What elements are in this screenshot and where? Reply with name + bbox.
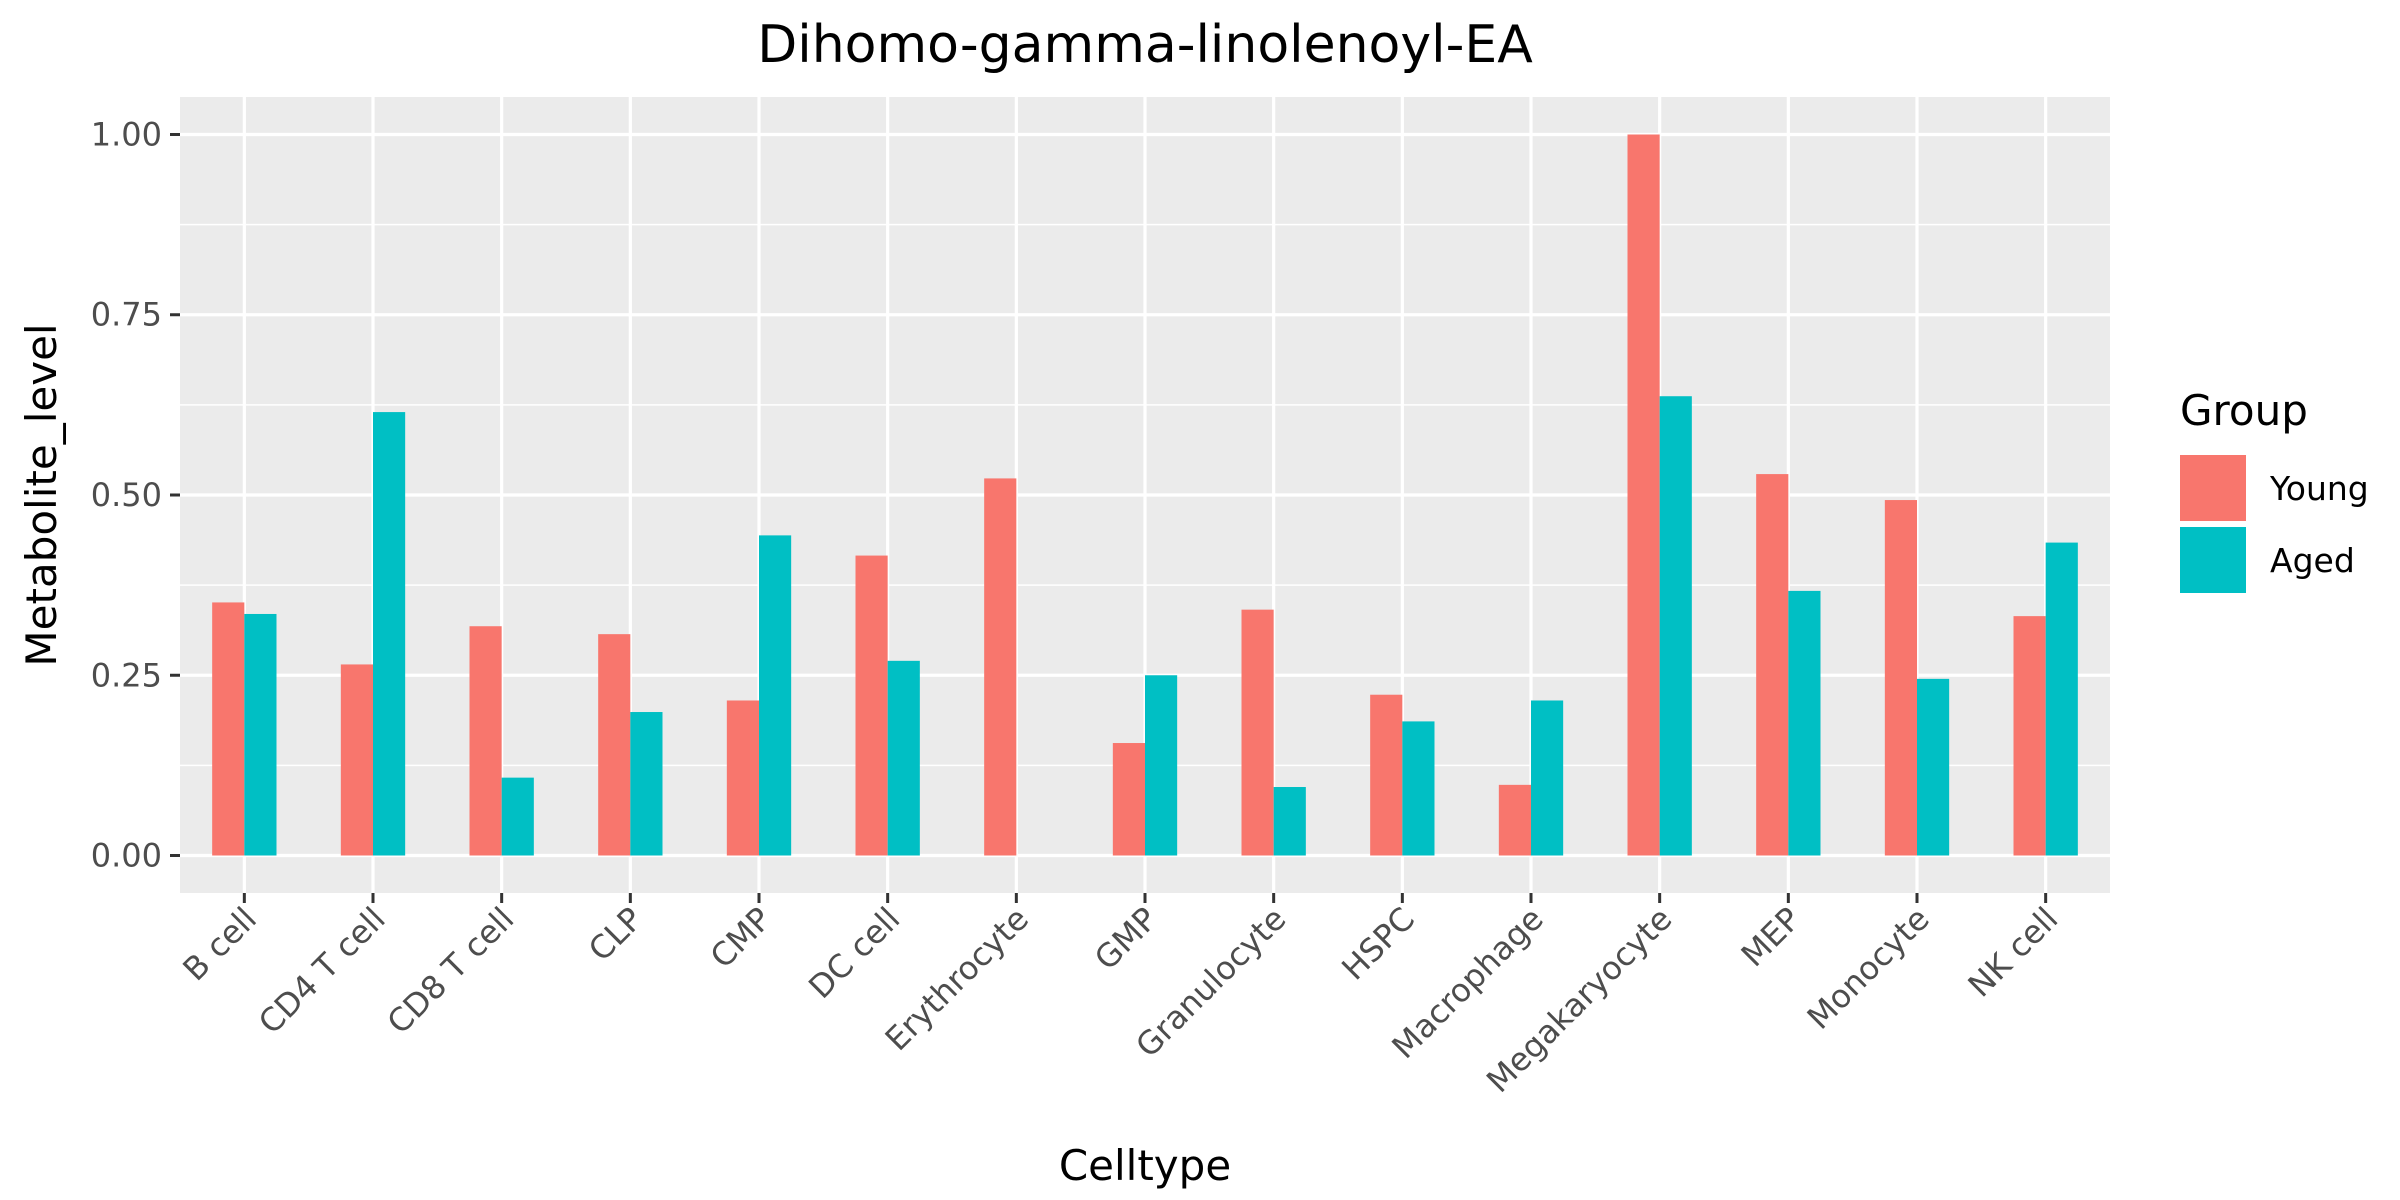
legend-label-young: Young — [2269, 469, 2369, 508]
bar-aged-clp — [630, 712, 663, 856]
bar-young-megakaryocyte — [1627, 134, 1660, 856]
bar-aged-gmp — [1145, 675, 1178, 856]
legend-label-aged: Aged — [2270, 541, 2355, 580]
bar-aged-monocyte — [1917, 678, 1950, 856]
bar-aged-b-cell — [244, 613, 277, 856]
bar-young-mep — [1756, 474, 1789, 856]
bar-young-cd4-t-cell — [340, 664, 373, 856]
y-tick-label: 0.25 — [91, 656, 162, 694]
legend: Group Young Aged — [2180, 386, 2369, 593]
bar-aged-megakaryocyte — [1659, 396, 1692, 856]
bar-young-erythrocyte — [984, 478, 1017, 856]
x-tick-label: MEP — [1734, 900, 1808, 974]
legend-key-aged — [2180, 527, 2246, 593]
bar-young-monocyte — [1884, 500, 1917, 856]
bar-aged-mep — [1788, 590, 1821, 856]
bar-aged-cd4-t-cell — [373, 412, 406, 856]
y-tick-label: 0.00 — [91, 837, 162, 875]
x-tick-label: CD4 T cell — [251, 900, 393, 1042]
x-tick-label: CD8 T cell — [380, 900, 522, 1042]
bar-young-macrophage — [1498, 784, 1531, 856]
x-tick-label: CLP — [581, 900, 650, 969]
bar-aged-macrophage — [1531, 700, 1564, 856]
bar-young-cd8-t-cell — [469, 626, 502, 856]
y-tick-label: 0.75 — [91, 296, 162, 334]
bar-aged-cmp — [759, 535, 792, 856]
x-axis-title: Celltype — [1059, 1141, 1231, 1190]
y-axis: 0.00 0.25 0.50 0.75 1.00 — [91, 115, 180, 875]
bar-young-granulocyte — [1241, 609, 1274, 856]
x-tick-label: DC cell — [801, 900, 907, 1006]
x-tick-label: B cell — [175, 900, 264, 989]
bar-aged-cd8-t-cell — [501, 777, 534, 856]
y-tick-label: 0.50 — [91, 476, 162, 514]
bar-young-nk-cell — [2013, 616, 2046, 856]
bar-young-hspc — [1370, 694, 1403, 856]
bar-young-dc-cell — [855, 555, 888, 856]
bar-aged-granulocyte — [1273, 787, 1306, 856]
chart-title: Dihomo-gamma-linolenoyl-EA — [757, 15, 1533, 75]
bar-young-clp — [598, 634, 631, 856]
x-tick-label: HSPC — [1334, 900, 1422, 988]
bar-aged-dc-cell — [887, 660, 920, 856]
bar-young-cmp — [726, 700, 759, 856]
bar-aged-hspc — [1402, 721, 1435, 856]
legend-title: Group — [2180, 386, 2308, 435]
y-axis-title: Metabolite_level — [17, 323, 66, 666]
y-tick-label: 1.00 — [91, 115, 162, 153]
x-tick-label: Monocyte — [1800, 900, 1937, 1037]
bars — [212, 134, 2078, 856]
legend-key-young — [2180, 455, 2246, 521]
bar-young-b-cell — [212, 602, 245, 856]
x-tick-label: NK cell — [1961, 900, 2066, 1005]
x-tick-label: GMP — [1087, 900, 1165, 978]
bar-aged-nk-cell — [2045, 542, 2078, 856]
bar-young-gmp — [1112, 743, 1145, 856]
x-tick-label: CMP — [703, 900, 779, 976]
